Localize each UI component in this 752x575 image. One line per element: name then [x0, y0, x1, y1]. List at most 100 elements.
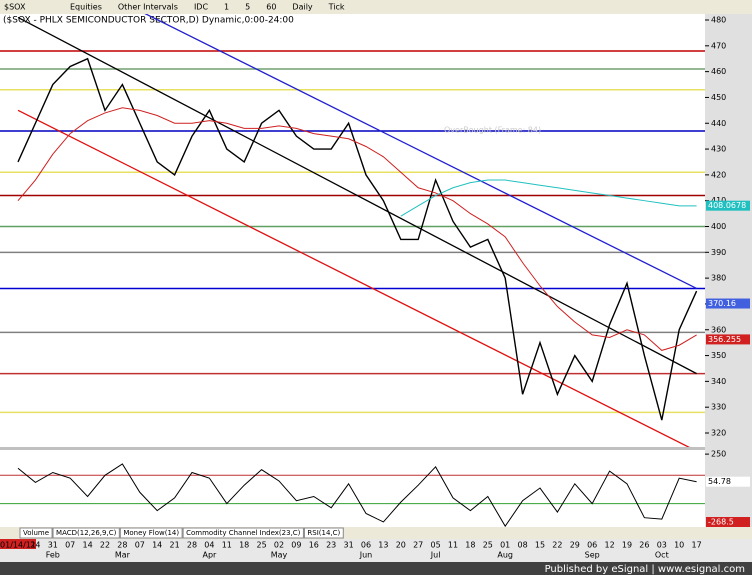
chart-title: ($SOX - PHLX SEMICONDUCTOR SECTOR,D) Dyn…: [3, 16, 294, 26]
tab-label: RSI(14,C): [307, 529, 340, 537]
date-label: 02: [274, 541, 284, 550]
osc-flag-label: 54.78: [708, 477, 731, 486]
oscillator-line: [17, 463, 697, 527]
date-label: 28: [117, 541, 127, 550]
value-flag-label: 356.255: [708, 335, 741, 344]
toolbar-item[interactable]: IDC: [194, 3, 209, 12]
trendline: [144, 14, 697, 290]
date-label: 18: [465, 541, 475, 550]
main-plot: OverBought (Frame: 84): [0, 14, 705, 447]
date-label: 06: [587, 541, 597, 550]
y-tick-label: 480: [711, 16, 726, 25]
toolbar: [0, 0, 752, 14]
month-label: May: [271, 551, 288, 560]
price-axis: [705, 14, 752, 527]
trendline: [17, 109, 690, 447]
month-label: Apr: [202, 551, 217, 560]
tab-box: [303, 527, 344, 539]
tab[interactable]: MACD(12,26,9,C): [52, 527, 120, 539]
date-label: 12: [605, 541, 615, 550]
osc-flag: [706, 476, 750, 487]
toolbar-item[interactable]: 5: [245, 3, 250, 12]
date-axis: [0, 539, 752, 562]
date-label: 11: [222, 541, 232, 550]
y-tick-label: 380: [711, 274, 726, 283]
date-label: 11: [448, 541, 458, 550]
price-line: [17, 107, 697, 351]
date-label: 19: [622, 541, 632, 550]
tab-label: MACD(12,26,9,C): [56, 529, 117, 537]
date-label: 26: [639, 541, 649, 550]
date-label: 23: [326, 541, 336, 550]
date-label: 29: [570, 541, 580, 550]
value-flag-label: 370.16: [708, 299, 736, 308]
y-tick-label: 330: [711, 403, 726, 412]
y-tick-label: 420: [711, 170, 726, 179]
price-line: [17, 57, 698, 421]
date-label: 21: [170, 541, 180, 550]
date-label: 01: [500, 541, 510, 550]
tab[interactable]: RSI(14,C): [303, 527, 344, 539]
date-label: 16: [309, 541, 319, 550]
date-label: 14: [152, 541, 162, 550]
panel-divider: [0, 447, 705, 450]
tab-label: Volume: [23, 529, 49, 537]
y-tick-label: 470: [711, 41, 726, 50]
date-label: 17: [692, 541, 702, 550]
tab[interactable]: Commodity Channel Index(23,C): [182, 527, 304, 539]
month-label: Jun: [359, 551, 373, 560]
y-tick-label: 430: [711, 145, 726, 154]
date-highlight: [0, 539, 36, 549]
annotation: OverBought (Frame: 84): [444, 125, 541, 134]
price-line: [400, 179, 697, 217]
y-tick-label: 390: [711, 248, 726, 257]
date-label: 06: [361, 541, 371, 550]
y-tick-label: 340: [711, 377, 726, 386]
tab-box: [119, 527, 183, 539]
toolbar-item[interactable]: Daily: [292, 3, 313, 12]
date-label: 01/14/11: [0, 541, 36, 550]
date-label: 09: [291, 541, 301, 550]
value-flag-label: 408.0678: [708, 201, 746, 210]
date-label: 07: [65, 541, 75, 550]
y-tick-label: 350: [711, 351, 726, 360]
date-label: 28: [187, 541, 197, 550]
date-label: 31: [48, 541, 58, 550]
y-tick-label: 320: [711, 429, 726, 438]
toolbar-item[interactable]: Equities: [70, 3, 102, 12]
date-label: 07: [135, 541, 145, 550]
month-label: Oct: [655, 551, 669, 560]
tab-box: [19, 527, 53, 539]
footer-bar: [0, 562, 752, 575]
osc-flag-label: -268.5: [708, 518, 734, 527]
month-label: Sep: [585, 551, 600, 560]
y-tick-label: 460: [711, 67, 726, 76]
osc-tick-label: 250: [711, 450, 726, 459]
tab-box: [182, 527, 304, 539]
toolbar-symbol[interactable]: $SOX: [4, 3, 26, 12]
date-label: 25: [483, 541, 493, 550]
value-flag: [706, 298, 750, 309]
month-label: Mar: [115, 551, 131, 560]
trendline: [17, 16, 697, 375]
tab-label: Money Flow(14): [123, 529, 179, 537]
toolbar-item[interactable]: Tick: [328, 3, 345, 12]
date-label: 25: [257, 541, 267, 550]
y-tick-label: 360: [711, 325, 726, 334]
value-flag: [706, 200, 750, 211]
tab-label: Commodity Channel Index(23,C): [186, 529, 301, 537]
y-tick-label: 400: [711, 222, 726, 231]
osc-flag: [706, 517, 750, 527]
toolbar-item[interactable]: 60: [266, 3, 276, 12]
value-flag: [706, 334, 750, 345]
tab[interactable]: Money Flow(14): [119, 527, 183, 539]
toolbar-item[interactable]: 1: [224, 3, 229, 12]
footer: Published by eSignal | www.esignal.com: [545, 564, 745, 575]
date-label: 08: [518, 541, 528, 550]
date-label: 15: [535, 541, 545, 550]
tab[interactable]: Volume: [19, 527, 53, 539]
date-label: 05: [431, 541, 441, 550]
toolbar-item[interactable]: Other Intervals: [118, 3, 178, 12]
month-label: Feb: [46, 551, 60, 560]
